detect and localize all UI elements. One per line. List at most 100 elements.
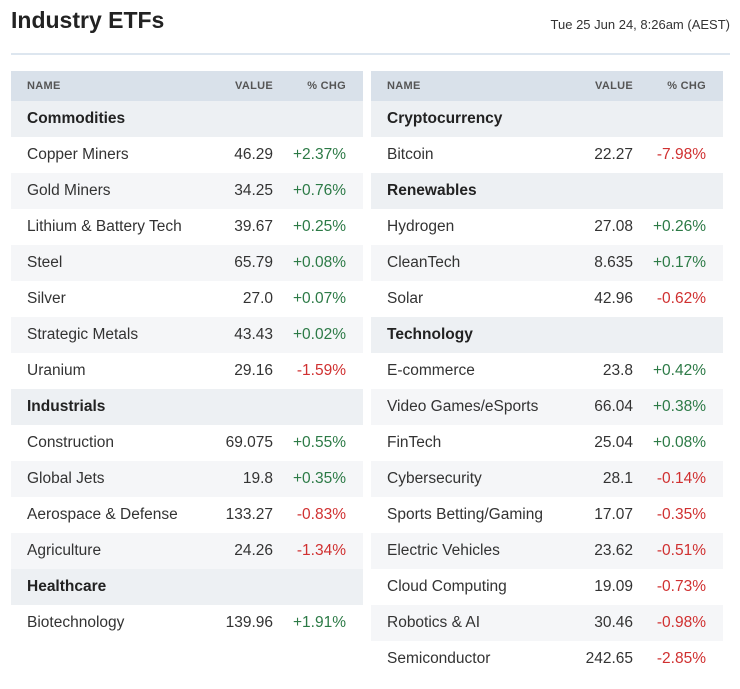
etf-change: +0.42%	[652, 362, 706, 379]
table-body: Commodities Copper Miners 46.29 +2.37% Gold …	[11, 101, 363, 641]
etf-change: +0.02%	[292, 326, 346, 343]
etf-row[interactable]: Cloud Computing 19.09 -0.73%	[371, 569, 723, 605]
etf-name[interactable]: Sports Betting/Gaming	[387, 506, 543, 523]
etf-row[interactable]: Steel 65.79 +0.08%	[11, 245, 363, 281]
table-header: NAME VALUE % CHG	[371, 71, 723, 101]
category-header: Technology	[371, 317, 723, 353]
etf-change: -0.35%	[656, 506, 706, 523]
category-label: Cryptocurrency	[387, 110, 503, 127]
etf-name[interactable]: E-commerce	[387, 362, 475, 379]
etf-name[interactable]: Hydrogen	[387, 218, 455, 235]
etf-row[interactable]: Hydrogen 27.08 +0.26%	[371, 209, 723, 245]
etf-name[interactable]: Biotechnology	[27, 614, 125, 631]
etf-name[interactable]: Lithium & Battery Tech	[27, 218, 182, 235]
category-label: Renewables	[387, 182, 477, 199]
category-label: Technology	[387, 326, 473, 343]
etf-name[interactable]: Solar	[387, 290, 424, 307]
etf-row[interactable]: Cybersecurity 28.1 -0.14%	[371, 461, 723, 497]
etf-row[interactable]: Electric Vehicles 23.62 -0.51%	[371, 533, 723, 569]
etf-row[interactable]: Silver 27.0 +0.07%	[11, 281, 363, 317]
etf-change: -0.98%	[656, 614, 706, 631]
category-label: Industrials	[27, 398, 106, 415]
table-header: NAME VALUE % CHG	[11, 71, 363, 101]
etf-name[interactable]: Uranium	[27, 362, 86, 379]
etf-change: +1.91%	[292, 614, 346, 631]
etf-row[interactable]: Construction 69.075 +0.55%	[11, 425, 363, 461]
etf-value: 39.67	[234, 218, 273, 235]
etf-value: 28.1	[602, 470, 633, 487]
page-header: Industry ETFs Tue 25 Jun 24, 8:26am (AES…	[11, 0, 730, 55]
etf-row[interactable]: Biotechnology 139.96 +1.91%	[11, 605, 363, 641]
category-header: Renewables	[371, 173, 723, 209]
etf-value: 133.27	[225, 506, 273, 523]
etf-row[interactable]: Robotics & AI 30.46 -0.98%	[371, 605, 723, 641]
etf-name[interactable]: Copper Miners	[27, 146, 129, 163]
etf-change: -0.73%	[656, 578, 706, 595]
etf-name[interactable]: Steel	[27, 254, 63, 271]
etf-name[interactable]: Semiconductor	[387, 650, 491, 667]
etf-value: 17.07	[594, 506, 633, 523]
column-header-value[interactable]: VALUE	[235, 80, 273, 92]
column-header-chg[interactable]: % CHG	[307, 80, 346, 92]
etf-change: -0.83%	[296, 506, 346, 523]
etf-name[interactable]: CleanTech	[387, 254, 461, 271]
etf-row[interactable]: Sports Betting/Gaming 17.07 -0.35%	[371, 497, 723, 533]
etf-name[interactable]: Cybersecurity	[387, 470, 482, 487]
category-header: Cryptocurrency	[371, 101, 723, 137]
etf-name[interactable]: Global Jets	[27, 470, 105, 487]
etf-name[interactable]: FinTech	[387, 434, 442, 451]
etf-value: 46.29	[234, 146, 273, 163]
etf-change: -0.51%	[656, 542, 706, 559]
etf-value: 24.26	[234, 542, 273, 559]
etf-row[interactable]: E-commerce 23.8 +0.42%	[371, 353, 723, 389]
etf-name[interactable]: Robotics & AI	[387, 614, 481, 631]
etf-row[interactable]: Gold Miners 34.25 +0.76%	[11, 173, 363, 209]
etf-name[interactable]: Silver	[27, 290, 66, 307]
etf-row[interactable]: Video Games/eSports 66.04 +0.38%	[371, 389, 723, 425]
etf-row[interactable]: FinTech 25.04 +0.08%	[371, 425, 723, 461]
etf-change: +0.26%	[652, 218, 706, 235]
etf-value: 242.65	[585, 650, 633, 667]
column-header-value[interactable]: VALUE	[595, 80, 633, 92]
category-label: Commodities	[27, 110, 126, 127]
etf-value: 30.46	[594, 614, 633, 631]
etf-row[interactable]: Copper Miners 46.29 +2.37%	[11, 137, 363, 173]
etf-row[interactable]: Bitcoin 22.27 -7.98%	[371, 137, 723, 173]
category-header: Healthcare	[11, 569, 363, 605]
etf-name[interactable]: Gold Miners	[27, 182, 111, 199]
etf-name[interactable]: Construction	[27, 434, 115, 451]
etf-change: +0.76%	[292, 182, 346, 199]
etf-row[interactable]: Strategic Metals 43.43 +0.02%	[11, 317, 363, 353]
etf-name[interactable]: Cloud Computing	[387, 578, 507, 595]
table-body: Cryptocurrency Bitcoin 22.27 -7.98% Renewabl…	[371, 101, 723, 677]
etf-change: -1.59%	[296, 362, 346, 379]
etf-row[interactable]: Semiconductor 242.65 -2.85%	[371, 641, 723, 677]
column-header-name[interactable]: NAME	[27, 80, 61, 92]
etf-change: +0.07%	[292, 290, 346, 307]
etf-value: 34.25	[234, 182, 273, 199]
etf-value: 23.8	[602, 362, 633, 379]
etf-row[interactable]: Aerospace & Defense 133.27 -0.83%	[11, 497, 363, 533]
etf-name[interactable]: Electric Vehicles	[387, 542, 500, 559]
etf-value: 23.62	[594, 542, 633, 559]
etf-row[interactable]: Solar 42.96 -0.62%	[371, 281, 723, 317]
etf-row[interactable]: Global Jets 19.8 +0.35%	[11, 461, 363, 497]
etf-name[interactable]: Strategic Metals	[27, 326, 139, 343]
etf-value: 65.79	[234, 254, 273, 271]
etf-row[interactable]: CleanTech 8.635 +0.17%	[371, 245, 723, 281]
column-header-name[interactable]: NAME	[387, 80, 421, 92]
etf-change: +0.38%	[652, 398, 706, 415]
etf-name[interactable]: Agriculture	[27, 542, 102, 559]
etf-row[interactable]: Agriculture 24.26 -1.34%	[11, 533, 363, 569]
etf-name[interactable]: Bitcoin	[387, 146, 434, 163]
etf-name[interactable]: Video Games/eSports	[387, 398, 539, 415]
etf-value: 19.8	[242, 470, 273, 487]
etf-table-right: NAME VALUE % CHG Cryptocurrency Bitcoin 22…	[371, 71, 723, 677]
etf-value: 27.0	[242, 290, 273, 307]
etf-row[interactable]: Uranium 29.16 -1.59%	[11, 353, 363, 389]
category-label: Healthcare	[27, 578, 107, 595]
etf-name[interactable]: Aerospace & Defense	[27, 506, 178, 523]
etf-value: 42.96	[594, 290, 633, 307]
column-header-chg[interactable]: % CHG	[667, 80, 706, 92]
etf-row[interactable]: Lithium & Battery Tech 39.67 +0.25%	[11, 209, 363, 245]
